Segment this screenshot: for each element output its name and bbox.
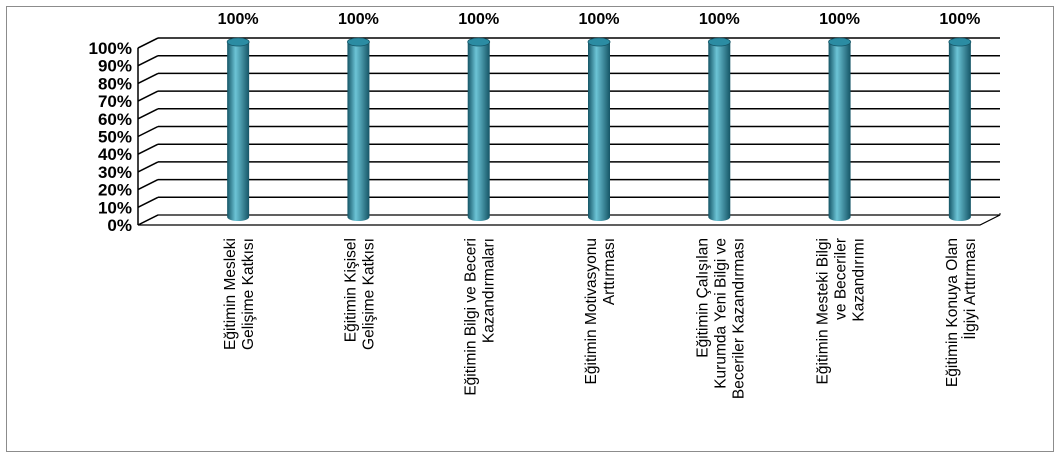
bar-cap <box>587 37 611 47</box>
bar <box>467 37 491 221</box>
bar <box>948 37 972 221</box>
category-label-line: Arttırması <box>601 238 618 305</box>
bars <box>226 37 972 221</box>
category-label-line: Gelişime Katkısı <box>360 238 377 350</box>
bar-cap <box>467 37 491 47</box>
data-labels: 100% 100% 100% 100% 100% 100% 100% <box>218 11 981 28</box>
category-label: Eğitimin Bilgi ve Beceri Kazandırmaları <box>463 238 498 396</box>
category-label: Eğitimin Konuya Olan İlgiyi Arttırması <box>944 238 979 387</box>
y-tick-label: 20% <box>98 181 132 200</box>
category-label-line: Kazandırımı <box>851 238 868 322</box>
category-label: Eğitimin Çalışılan Kurumda Yeni Bilgi ve B… <box>694 238 747 399</box>
bar <box>587 37 611 221</box>
gridline-diag <box>137 178 159 191</box>
category-label-line: Eğitimin Bilgi ve Beceri <box>463 238 480 396</box>
bar-body <box>708 42 731 221</box>
bar-cap <box>347 37 370 47</box>
category-label-line: Kazandırmaları <box>481 238 498 343</box>
bar-cap <box>828 37 851 47</box>
bar-body <box>467 42 490 221</box>
data-label: 100% <box>579 11 620 28</box>
bar-body <box>347 42 370 221</box>
bar-cap <box>948 37 972 47</box>
gridline-diag <box>137 108 159 120</box>
category-label-line: Eğitimin Konuya Olan <box>944 238 961 387</box>
bar <box>226 37 250 221</box>
gridline-diag <box>137 55 159 67</box>
category-label: Eğitimin Mesleki Gelişime Katkısı <box>222 238 257 350</box>
bar <box>347 37 370 221</box>
category-label-line: Beceriler Kazandırması <box>730 238 747 399</box>
gridline-diag <box>137 72 159 85</box>
data-label: 100% <box>218 11 259 28</box>
category-label-line: Gelişime Katkısı <box>240 238 257 350</box>
category-label: Eğitimin Mesteki Bilgi ve Beceriler Kazand… <box>815 238 868 384</box>
data-label: 100% <box>699 11 740 28</box>
category-label-line: Eğitimin Mesleki <box>222 238 239 350</box>
y-tick-label: 70% <box>98 92 132 111</box>
gridline-diag <box>137 214 159 226</box>
bar-cap <box>226 37 250 47</box>
data-label: 100% <box>338 11 379 28</box>
category-label-line: Eğitimin Mesteki Bilgi <box>815 238 832 384</box>
category-label-line: İlgiyi Arttırması <box>961 238 979 340</box>
data-label: 100% <box>458 11 499 28</box>
y-tick-label: 50% <box>98 128 132 147</box>
bar <box>828 37 851 221</box>
category-labels: Eğitimin Mesleki Gelişime Katkısı Eğitimin… <box>222 238 979 399</box>
data-label: 100% <box>939 11 980 28</box>
gridline-diag <box>137 90 159 102</box>
bar-body <box>588 42 610 221</box>
gridline-diag <box>137 196 159 208</box>
y-tick-label: 30% <box>98 163 132 182</box>
y-tick-label: 10% <box>98 198 132 217</box>
data-label: 100% <box>819 11 860 28</box>
gridlines <box>137 37 1000 226</box>
bar-body <box>227 42 250 221</box>
bar-cap <box>707 37 731 47</box>
gridline-diag <box>137 37 159 49</box>
category-label-line: ve Beceriler <box>833 238 850 320</box>
category-label-line: Eğitimin Kişisel <box>342 238 359 342</box>
y-axis-ticks: 0%10%20%30%40%50%60%70%80%90%100% <box>89 39 132 235</box>
y-tick-label: 90% <box>98 57 132 76</box>
gridline-diag <box>137 161 159 173</box>
y-tick-label: 40% <box>98 145 132 164</box>
y-tick-label: 100% <box>89 39 132 58</box>
category-label: Eğitimin Motivasyonu Arttırması <box>583 238 618 384</box>
category-label-line: Eğitimin Çalışılan <box>694 238 711 358</box>
chart-frame <box>6 6 1054 452</box>
bar-body <box>828 42 851 221</box>
floor <box>137 214 1001 226</box>
category-label-line: Kurumda Yeni Bilgi ve <box>712 238 729 389</box>
category-label-line: Eğitimin Motivasyonu <box>583 238 600 384</box>
bar-body <box>948 42 971 221</box>
y-tick-label: 60% <box>98 110 132 129</box>
gridline-diag <box>137 125 159 138</box>
bar <box>707 37 731 221</box>
gridline-diag <box>137 143 159 155</box>
y-tick-label: 80% <box>98 74 132 93</box>
y-tick-label: 0% <box>107 216 132 235</box>
category-label: Eğitimin Kişisel Gelişime Katkısı <box>342 238 377 350</box>
